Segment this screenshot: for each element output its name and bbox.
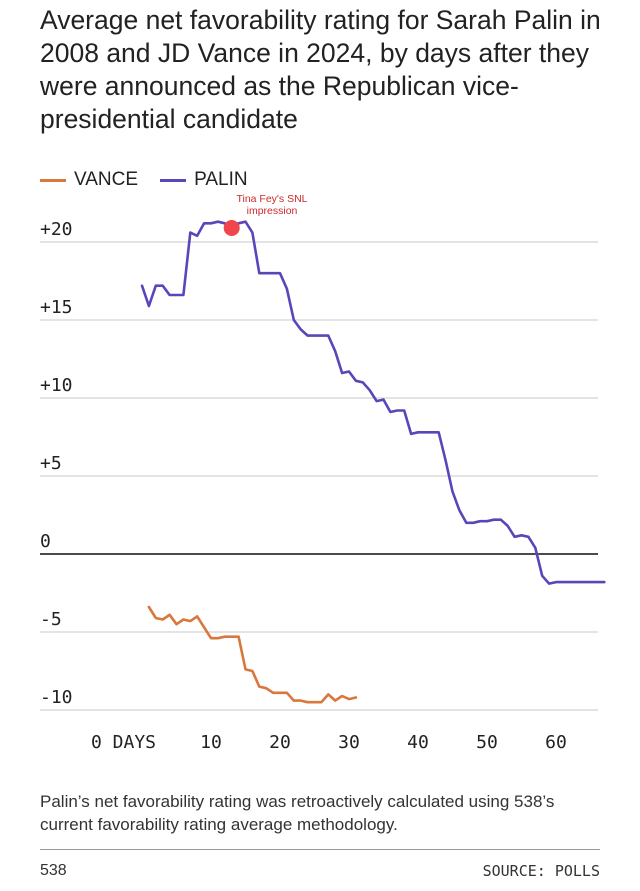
y-tick-label-4: 0	[40, 531, 51, 552]
annotation-label-0-0: Tina Fey's SNL	[236, 193, 307, 205]
legend-item-palin: PALIN	[160, 169, 248, 191]
legend-label-vance: VANCE	[74, 169, 139, 190]
x-tick-label-0: 0 DAYS	[91, 732, 156, 753]
y-tick-label-1: +15	[40, 297, 73, 318]
legend-label-palin: PALIN	[194, 169, 248, 190]
methodology-note: Palin’s net favorability rating was retr…	[40, 792, 555, 834]
x-tick-label-6: 60	[545, 732, 567, 753]
legend-item-vance: VANCE	[40, 169, 138, 191]
y-tick-label-0: +20	[40, 219, 73, 240]
legend-swatch-palin	[160, 178, 187, 182]
series-line-palin	[140, 220, 606, 585]
annotation-label-0-1: impression	[247, 205, 298, 217]
y-tick-label-5: -5	[40, 609, 62, 630]
x-tick-label-1: 10	[200, 732, 222, 753]
footer-divider	[40, 849, 600, 850]
footer-source: SOURCE: POLLS	[482, 862, 600, 880]
annotation-marker-0	[223, 219, 240, 236]
series-line-vance	[147, 605, 358, 704]
y-tick-label-6: -10	[40, 687, 73, 708]
line-chart: +20 +15 +10 +5 0 -5 -10 0 DAYS 10 20 30 40 50 60 Tina …	[40, 193, 606, 753]
y-tick-label-2: +10	[40, 375, 73, 396]
x-tick-label-3: 30	[338, 732, 360, 753]
footer-brand: 538	[40, 862, 67, 879]
x-tick-label-4: 40	[407, 732, 429, 753]
chart-title: Average net favorability rating for Sara…	[40, 5, 601, 134]
y-tick-label-3: +5	[40, 453, 62, 474]
x-tick-label-5: 50	[476, 732, 498, 753]
chart-legend: VANCE PALIN	[40, 169, 270, 191]
legend-swatch-vance	[40, 178, 66, 182]
x-tick-label-2: 20	[269, 732, 291, 753]
